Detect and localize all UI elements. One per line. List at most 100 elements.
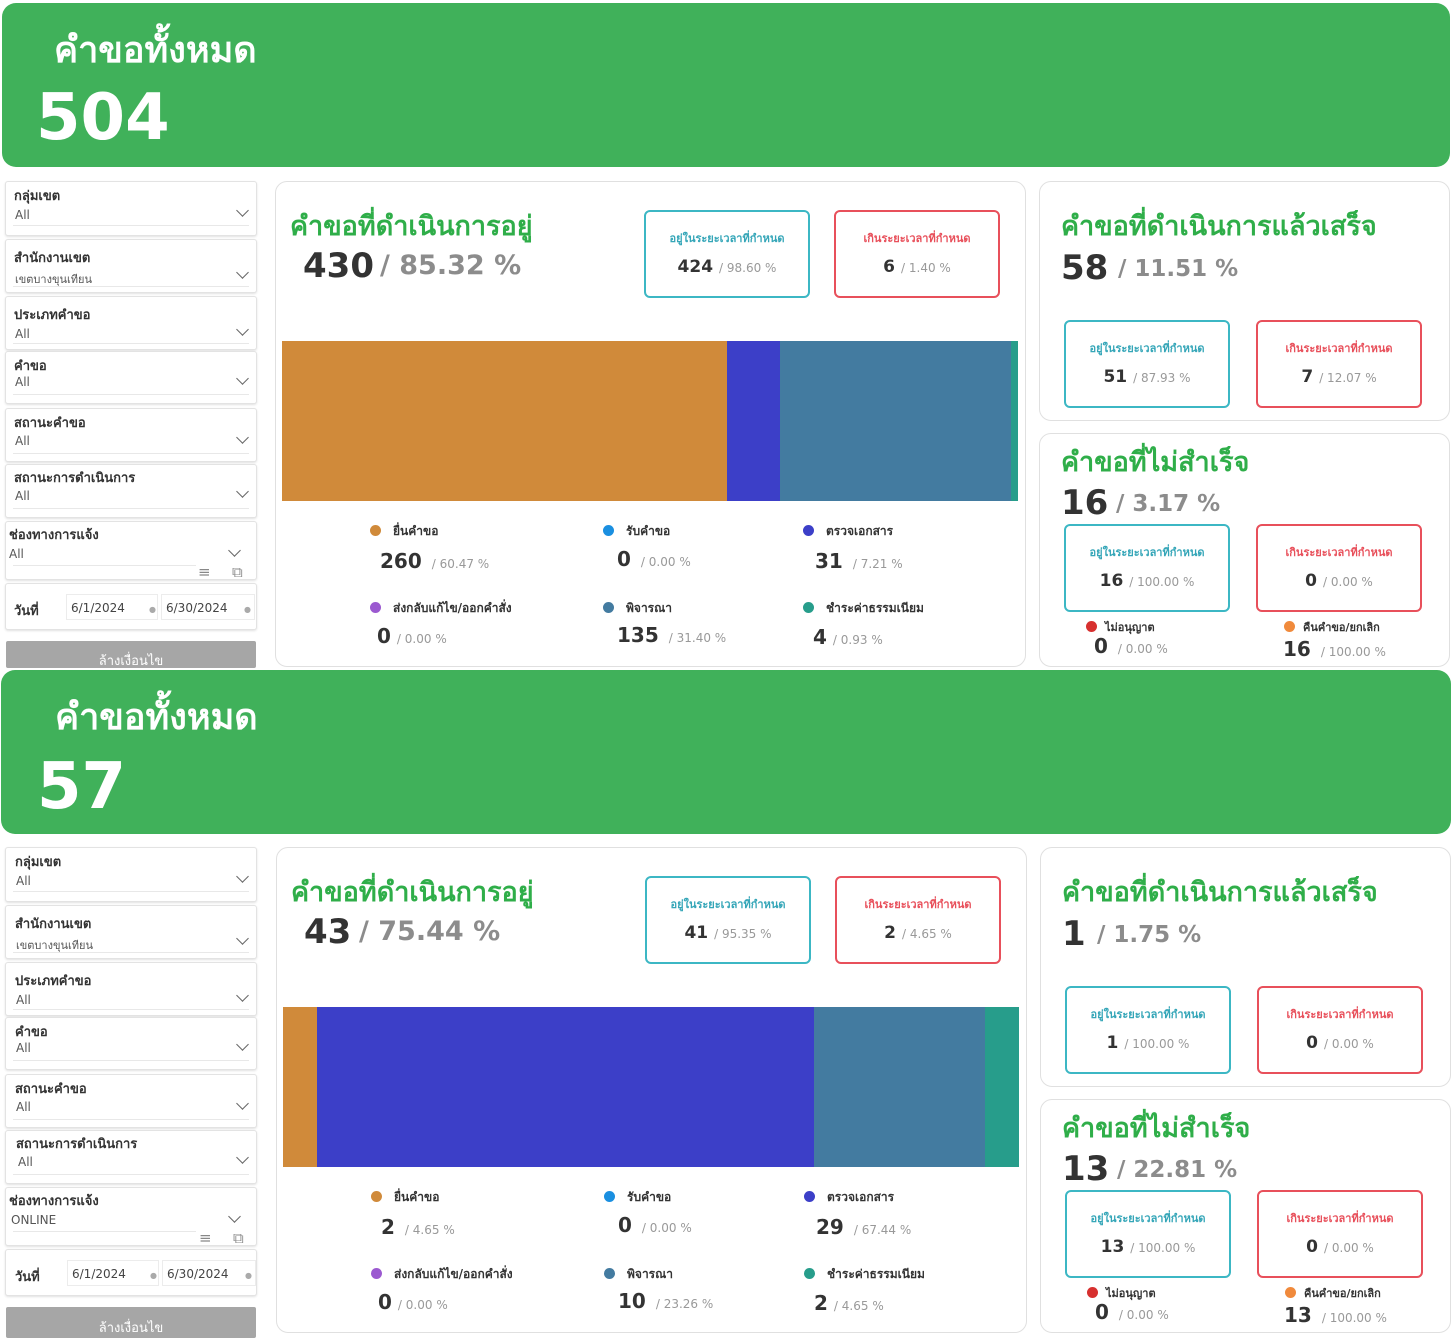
failed-legend-item: ไม่อนุญาต: [1086, 616, 1155, 636]
kpi-percent: / 100.00 %: [1130, 1241, 1196, 1255]
date-range-filter: วันที่ 6/1/2024 ● 6/30/2024 ●: [5, 583, 257, 630]
legend-label: ไม่อนุญาต: [1106, 1287, 1156, 1300]
chevron-down-icon[interactable]: [236, 1038, 249, 1051]
kpi-percent: / 100.00 %: [1129, 575, 1195, 589]
expand-icon[interactable]: ⧉: [233, 1229, 244, 1247]
legend-value: 0 / 0.00 %: [617, 547, 691, 571]
filter-request[interactable]: คำขอ All: [5, 1017, 257, 1070]
filter-underline: [13, 1231, 196, 1232]
kpi-count: 7: [1301, 367, 1314, 387]
filter-request-type[interactable]: ประเภทคำขอ All: [5, 962, 257, 1016]
dashboard-panel: คำขอทั้งหมด 57 กลุ่มเขต All สำนักงานเขต …: [0, 668, 1453, 1338]
expand-icon[interactable]: ⧉: [232, 563, 243, 581]
filter-label: สถานะคำขอ: [14, 416, 86, 431]
filter-underline: [13, 225, 249, 226]
filter-lines-icon[interactable]: ≡: [198, 563, 211, 581]
total-requests-title: คำขอทั้งหมด: [55, 697, 258, 738]
in-progress-title: คำขอที่ดำเนินการอยู่: [291, 877, 534, 908]
chevron-down-icon[interactable]: [228, 544, 241, 557]
date-from-input[interactable]: 6/1/2024: [66, 594, 158, 620]
completed-over-time-kpi: เกินระยะเวลาที่กำหนด 0 / 0.00 %: [1257, 986, 1423, 1074]
in-progress-over-time-kpi: เกินระยะเวลาที่กำหนด 2 / 4.65 %: [835, 876, 1001, 964]
filter-label: ช่องทางการแจ้ง: [9, 528, 99, 543]
filter-underline: [13, 343, 249, 344]
total-requests-value: 504: [36, 81, 170, 155]
filter-report-channel[interactable]: ช่องทางการแจ้ง ONLINE ≡ ⧉: [5, 1187, 257, 1246]
chevron-down-icon[interactable]: [236, 431, 249, 444]
completed-in-time-kpi: อยู่ในระยะเวลาที่กำหนด 1 / 100.00 %: [1065, 986, 1231, 1074]
legend-item: รับคำขอ: [603, 520, 670, 541]
stage-stacked-bar[interactable]: [283, 1007, 1019, 1167]
kpi-title: อยู่ในระยะเวลาที่กำหนด: [670, 898, 786, 911]
chevron-down-icon[interactable]: [236, 1097, 249, 1110]
kpi-count: 41: [684, 923, 709, 943]
legend-value: 0 / 0.00 %: [618, 1213, 692, 1237]
legend-item: ส่งกลับแก้ไข/ออกคำสั่ง: [371, 1263, 513, 1284]
stack-segment[interactable]: [282, 341, 728, 501]
stack-segment[interactable]: [283, 1007, 318, 1167]
chevron-down-icon[interactable]: [236, 204, 249, 217]
chevron-down-icon[interactable]: [228, 1210, 241, 1223]
filter-value: เขตบางขุนเทียน: [16, 939, 93, 952]
clear-filters-button[interactable]: ล้างเงื่อนไข: [6, 1307, 256, 1338]
chevron-down-icon[interactable]: [236, 1151, 249, 1164]
kpi-count: 6: [883, 257, 896, 277]
filter-district-group[interactable]: กลุ่มเขต All: [5, 181, 257, 236]
clear-filters-button[interactable]: ล้างเงื่อนไข: [6, 641, 256, 669]
chevron-down-icon[interactable]: [236, 932, 249, 945]
filter-underline: [13, 952, 249, 953]
filter-district-group[interactable]: กลุ่มเขต All: [5, 847, 257, 902]
chevron-down-icon[interactable]: [236, 989, 249, 1002]
filter-district-office[interactable]: สำนักงานเขต เขตบางขุนเทียน: [5, 905, 257, 959]
legend-dot: [804, 1268, 815, 1279]
date-to-input[interactable]: 6/30/2024: [162, 1260, 256, 1286]
filter-lines-icon[interactable]: ≡: [199, 1229, 212, 1247]
legend-count: 260: [380, 549, 422, 573]
legend-percent: / 0.00 %: [640, 555, 691, 569]
filter-request-status[interactable]: สถานะคำขอ All: [5, 408, 257, 462]
date-to-input[interactable]: 6/30/2024: [161, 594, 255, 620]
legend-item: ยื่นคำขอ: [370, 520, 438, 541]
chevron-down-icon[interactable]: [236, 870, 249, 883]
filter-value: All: [16, 874, 31, 888]
stack-segment[interactable]: [1011, 341, 1018, 501]
filter-value: All: [15, 489, 30, 503]
filter-request-status[interactable]: สถานะคำขอ All: [5, 1074, 257, 1128]
filter-request[interactable]: คำขอ All: [5, 351, 257, 404]
filter-process-status[interactable]: สถานะการดำเนินการ All: [5, 1130, 257, 1184]
failed-title: คำขอที่ไม่สำเร็จ: [1062, 1113, 1251, 1144]
chevron-down-icon[interactable]: [236, 485, 249, 498]
legend-label: ส่งกลับแก้ไข/ออกคำสั่ง: [393, 601, 512, 615]
stack-segment[interactable]: [780, 341, 1012, 501]
filter-district-office[interactable]: สำนักงานเขต เขตบางขุนเทียน: [5, 239, 257, 293]
legend-value: 29 / 67.44 %: [816, 1215, 911, 1239]
stack-segment[interactable]: [984, 1007, 1019, 1167]
chevron-down-icon[interactable]: [236, 372, 249, 385]
kpi-count: 51: [1103, 367, 1128, 387]
legend-count: 13: [1284, 1303, 1312, 1327]
kpi-percent: / 12.07 %: [1319, 371, 1377, 385]
legend-value: 135 / 31.40 %: [617, 623, 726, 647]
legend-label: พิจารณา: [627, 1267, 673, 1281]
chevron-down-icon[interactable]: [236, 266, 249, 279]
stage-stacked-bar[interactable]: [282, 341, 1018, 501]
filter-underline: [13, 1009, 249, 1010]
filter-value: เขตบางขุนเทียน: [15, 273, 92, 286]
kpi-percent: / 1.40 %: [901, 261, 951, 275]
filter-request-type[interactable]: ประเภทคำขอ All: [5, 296, 257, 350]
date-label: วันที่: [14, 604, 39, 619]
stack-segment[interactable]: [813, 1007, 985, 1167]
stack-segment[interactable]: [727, 341, 781, 501]
legend-value: 0 / 0.00 %: [377, 624, 447, 648]
legend-percent: / 4.65 %: [404, 1223, 455, 1237]
filter-report-channel[interactable]: ช่องทางการแจ้ง All ≡ ⧉: [5, 521, 257, 580]
stack-segment[interactable]: [317, 1007, 814, 1167]
legend-percent: / 0.00 %: [397, 1298, 448, 1312]
legend-percent: / 31.40 %: [668, 631, 727, 645]
filter-process-status[interactable]: สถานะการดำเนินการ All: [5, 464, 257, 518]
kpi-title: อยู่ในระยะเวลาที่กำหนด: [1089, 342, 1205, 355]
legend-count: 16: [1283, 637, 1311, 661]
kpi-title: เกินระยะเวลาที่กำหนด: [864, 898, 972, 911]
date-from-input[interactable]: 6/1/2024: [67, 1260, 159, 1286]
chevron-down-icon[interactable]: [236, 323, 249, 336]
